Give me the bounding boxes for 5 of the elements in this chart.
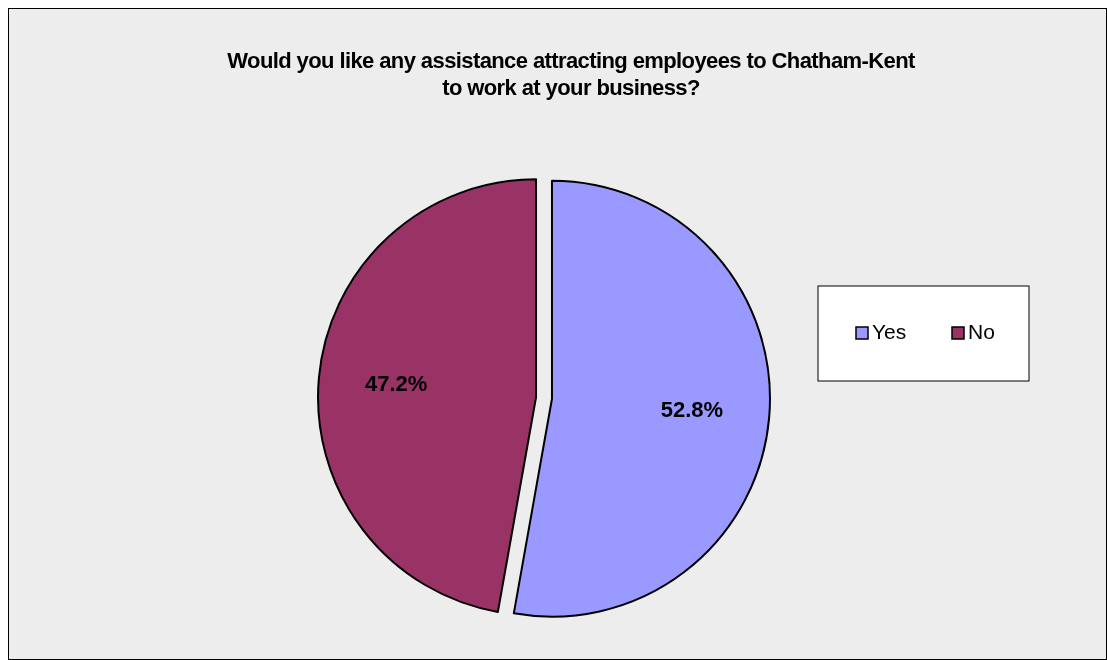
legend-label: No [968,320,995,343]
data-label: 52.8% [660,396,724,422]
legend-label: Yes [872,320,907,343]
data-label: 47.2% [364,370,428,396]
chart-title: Would you like any assistance attracting employees to Chatham-Kent to work at your business? [227,48,916,100]
